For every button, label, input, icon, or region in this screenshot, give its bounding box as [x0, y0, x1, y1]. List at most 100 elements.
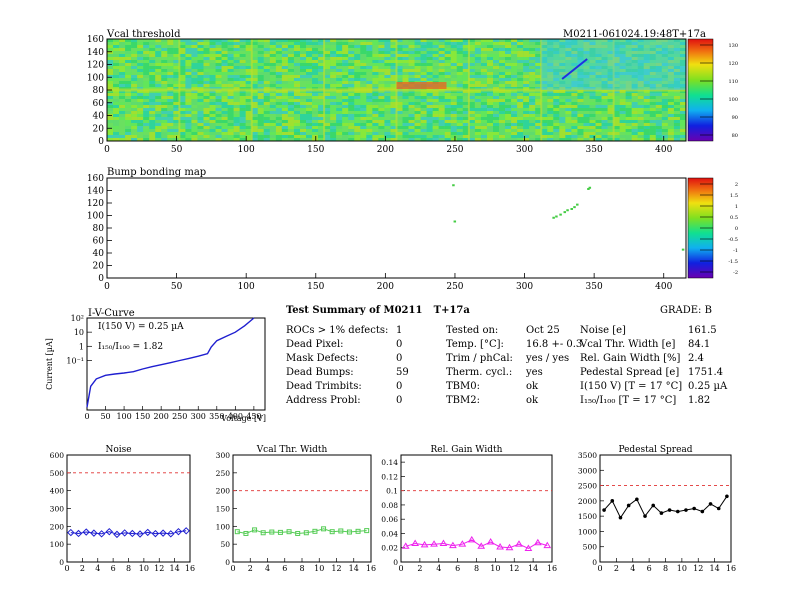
heatmap-cell	[318, 84, 325, 87]
heatmap-cell	[613, 51, 620, 54]
heatmap-cell	[655, 48, 662, 51]
heatmap-cell	[613, 129, 620, 132]
heatmap-cell	[227, 48, 234, 51]
heatmap-cell	[426, 135, 433, 138]
heatmap-cell	[667, 117, 674, 120]
heatmap-cell	[179, 102, 186, 105]
heatmap-cell	[131, 105, 138, 108]
heatmap-cell	[197, 120, 204, 123]
heatmap-cell	[673, 138, 680, 141]
heatmap-cell	[619, 51, 626, 54]
heatmap-cell	[493, 138, 500, 141]
data-point	[105, 527, 113, 536]
heatmap-cell	[414, 126, 421, 129]
heatmap-cell	[661, 123, 668, 126]
heatmap-cell	[517, 75, 524, 78]
heatmap-cell	[269, 75, 276, 78]
heatmap-cell	[354, 39, 361, 42]
heatmap-cell	[366, 108, 373, 111]
heatmap-cell	[595, 126, 602, 129]
heatmap-cell	[450, 39, 457, 42]
heatmap-cell	[499, 138, 506, 141]
heatmap-cell	[402, 117, 409, 120]
heatmap-cell	[348, 96, 355, 99]
heatmap-cell	[408, 60, 415, 63]
data-point	[692, 506, 696, 511]
heatmap-cell	[287, 78, 294, 81]
heatmap-cell	[553, 39, 560, 42]
heatmap-cell	[583, 117, 590, 120]
heatmap-cell	[486, 99, 493, 102]
heatmap-cell	[535, 120, 542, 123]
heatmap-cell	[535, 96, 542, 99]
heatmap-cell	[565, 93, 572, 96]
heatmap-cell	[318, 48, 325, 51]
heatmap-cell	[619, 57, 626, 60]
heatmap-cell	[631, 45, 638, 48]
heatmap-cell	[119, 63, 126, 66]
heatmap-cell	[185, 129, 192, 132]
heatmap-cell	[444, 78, 451, 81]
heatmap-cell	[239, 84, 246, 87]
plot-y-tick-label: 0.14	[381, 458, 398, 467]
heatmap-cell	[131, 111, 138, 114]
heatmap-cell	[631, 93, 638, 96]
heatmap-cell	[300, 96, 307, 99]
heatmap-cell	[541, 111, 548, 114]
heatmap-cell	[330, 129, 337, 132]
heatmap-cell	[535, 135, 542, 138]
heatmap-cell	[227, 138, 234, 141]
heatmap-cell	[655, 45, 662, 48]
heatmap-cell	[209, 105, 216, 108]
heatmap-cell	[559, 39, 566, 42]
heatmap-cell	[655, 117, 662, 120]
plot-x-tick-label: 12	[509, 564, 519, 573]
heatmap-cell	[541, 105, 548, 108]
heatmap-cell	[366, 60, 373, 63]
heatmap-cell	[233, 39, 240, 42]
heatmap-cell	[637, 66, 644, 69]
heatmap-cell	[541, 39, 548, 42]
heatmap-cell	[161, 135, 168, 138]
heatmap-cell	[251, 126, 258, 129]
heatmap-cell	[505, 78, 512, 81]
heatmap-cell	[486, 66, 493, 69]
heatmap-cell	[293, 138, 300, 141]
heatmap-cell	[547, 138, 554, 141]
data-point	[295, 530, 301, 536]
heatmap-cell	[420, 45, 427, 48]
vcal_map-y-tick-label: 40	[93, 112, 105, 122]
heatmap-cell	[354, 45, 361, 48]
data-point	[486, 538, 495, 545]
bump_map-x-tick-label: 250	[446, 282, 463, 292]
heatmap-cell	[318, 39, 325, 42]
heatmap-cell	[245, 45, 252, 48]
iv-x-tick-label: 450	[246, 412, 261, 421]
heatmap-cell	[456, 69, 463, 72]
heatmap-cell	[462, 138, 469, 141]
heatmap-cell	[511, 114, 518, 117]
heatmap-cell	[535, 108, 542, 111]
heatmap-cell	[378, 105, 385, 108]
heatmap-cell	[173, 132, 180, 135]
heatmap-cell	[450, 99, 457, 102]
heatmap-cell	[661, 105, 668, 108]
heatmap-cell	[251, 120, 258, 123]
heatmap-cell	[336, 108, 343, 111]
heatmap-cell	[245, 96, 252, 99]
heatmap-cell	[643, 75, 650, 78]
heatmap-cell	[221, 132, 228, 135]
heatmap-cell	[493, 84, 500, 87]
heatmap-cell	[137, 93, 144, 96]
heatmap-cell	[336, 72, 343, 75]
heatmap-cell	[143, 111, 150, 114]
heatmap-cell	[293, 42, 300, 45]
heatmap-cell	[293, 93, 300, 96]
heatmap-cell	[649, 105, 656, 108]
heatmap-cell	[209, 66, 216, 69]
heatmap-cell	[535, 75, 542, 78]
heatmap-cell	[432, 135, 439, 138]
heatmap-cell	[468, 123, 475, 126]
heatmap-cell	[541, 96, 548, 99]
heatmap-cell	[378, 84, 385, 87]
